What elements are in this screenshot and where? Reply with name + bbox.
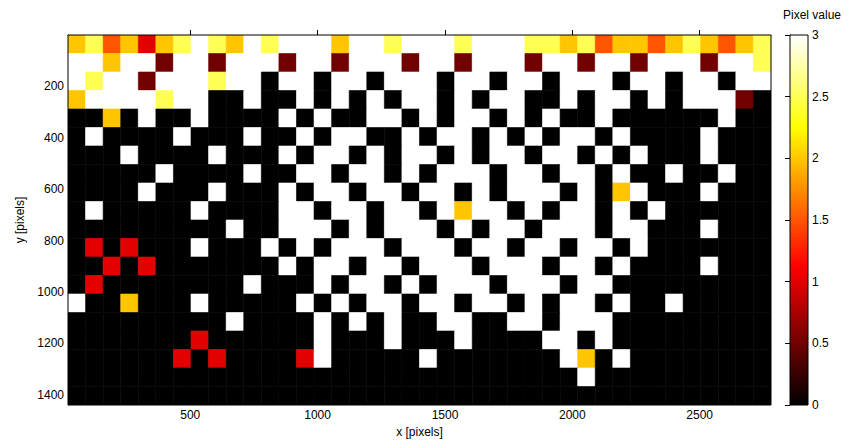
- svg-text:Pixel value: Pixel value: [783, 8, 841, 22]
- svg-text:1500: 1500: [432, 408, 459, 422]
- svg-text:3: 3: [812, 28, 819, 42]
- svg-text:2000: 2000: [559, 408, 586, 422]
- svg-text:x [pixels]: x [pixels]: [396, 425, 443, 439]
- svg-text:1: 1: [812, 275, 819, 289]
- svg-text:1.5: 1.5: [812, 213, 829, 227]
- svg-text:1400: 1400: [37, 388, 64, 402]
- svg-text:500: 500: [180, 408, 200, 422]
- svg-text:0.5: 0.5: [812, 336, 829, 350]
- svg-text:1200: 1200: [37, 336, 64, 350]
- svg-text:1000: 1000: [304, 408, 331, 422]
- svg-text:200: 200: [44, 79, 64, 93]
- svg-text:0: 0: [812, 398, 819, 412]
- svg-text:2500: 2500: [686, 408, 713, 422]
- svg-text:400: 400: [44, 131, 64, 145]
- svg-text:2.5: 2.5: [812, 90, 829, 104]
- svg-text:800: 800: [44, 234, 64, 248]
- svg-text:600: 600: [44, 182, 64, 196]
- svg-text:2: 2: [812, 151, 819, 165]
- svg-text:1000: 1000: [37, 285, 64, 299]
- svg-text:y [pixels]: y [pixels]: [13, 197, 27, 244]
